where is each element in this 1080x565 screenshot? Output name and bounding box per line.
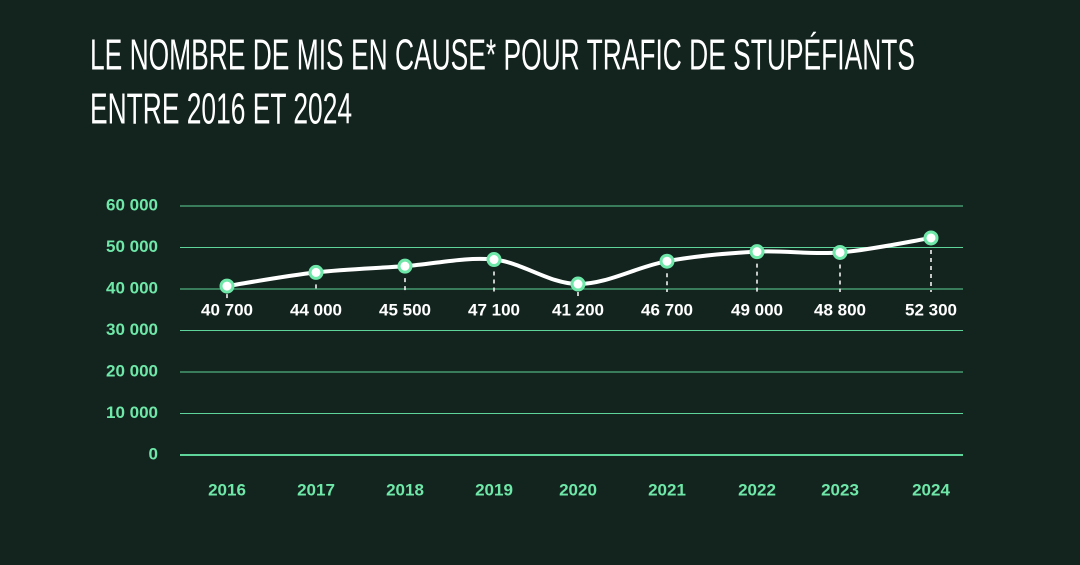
value-label: 45 500 <box>379 300 431 319</box>
x-tick-label: 2024 <box>912 480 950 499</box>
marker <box>659 253 675 269</box>
marker <box>749 244 765 260</box>
x-tick-label: 2016 <box>208 480 246 499</box>
value-label: 52 300 <box>905 300 957 319</box>
value-label: 47 100 <box>468 300 520 319</box>
title-group: LE NOMBRE DE MIS EN CAUSE* POUR TRAFIC D… <box>90 30 915 134</box>
marker <box>308 264 324 280</box>
marker <box>832 244 848 260</box>
chart-title: LE NOMBRE DE MIS EN CAUSE* POUR TRAFIC D… <box>90 30 915 80</box>
x-tick-label: 2017 <box>297 480 335 499</box>
marker <box>486 252 502 268</box>
y-tick-label: 20 000 <box>106 361 158 380</box>
marker <box>397 258 413 274</box>
x-tick-label: 2018 <box>386 480 424 499</box>
value-label: 46 700 <box>641 300 693 319</box>
x-tick-label: 2019 <box>475 480 513 499</box>
x-tick-label: 2021 <box>648 480 686 499</box>
y-tick-label: 40 000 <box>106 278 158 297</box>
marker <box>570 276 586 292</box>
y-tick-label: 0 <box>149 444 158 463</box>
marker <box>219 278 235 294</box>
value-label: 44 000 <box>290 300 342 319</box>
y-tick-label: 50 000 <box>106 237 158 256</box>
value-label: 41 200 <box>552 300 604 319</box>
y-tick-label: 60 000 <box>106 195 158 214</box>
value-label: 40 700 <box>201 300 253 319</box>
x-tick-label: 2023 <box>821 480 859 499</box>
x-tick-label: 2020 <box>559 480 597 499</box>
y-tick-label: 30 000 <box>106 320 158 339</box>
x-tick-label: 2022 <box>738 480 776 499</box>
value-label: 48 800 <box>814 300 866 319</box>
y-tick-label: 10 000 <box>106 403 158 422</box>
value-label: 49 000 <box>731 300 783 319</box>
marker <box>923 230 939 246</box>
chart-title: ENTRE 2016 ET 2024 <box>90 84 352 134</box>
